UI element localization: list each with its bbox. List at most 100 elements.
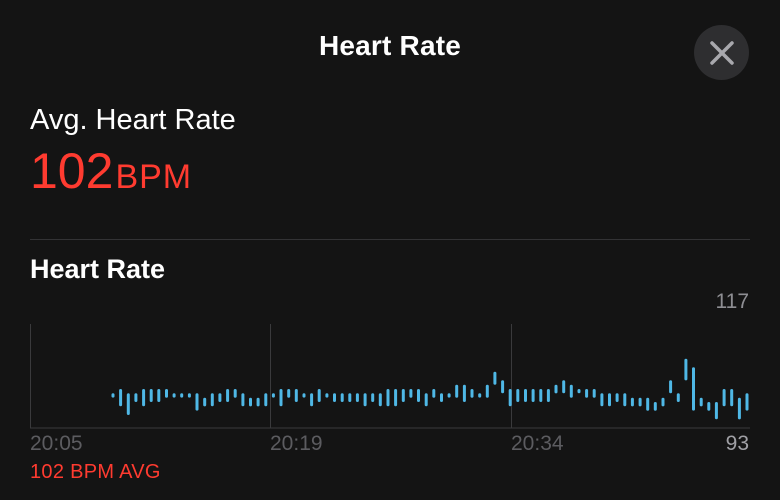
- heart-rate-bar: [340, 393, 344, 402]
- section-divider: [30, 239, 750, 240]
- heart-rate-bar: [325, 393, 329, 398]
- heart-rate-bar: [661, 397, 665, 407]
- heart-rate-bar: [585, 389, 589, 398]
- heart-rate-bar: [203, 397, 207, 407]
- heart-rate-bar: [371, 393, 375, 402]
- heart-rate-bar: [218, 393, 222, 402]
- heart-rate-bar: [745, 393, 749, 411]
- heart-rate-bar: [424, 393, 428, 407]
- heart-rate-bar: [608, 393, 611, 407]
- avg-value-number: 102: [30, 143, 114, 199]
- heart-rate-bar: [508, 389, 512, 407]
- heart-rate-bar: [348, 393, 352, 402]
- heart-rate-bar: [684, 358, 688, 381]
- heart-rate-bar: [264, 393, 268, 407]
- heart-rate-bar: [737, 397, 741, 420]
- heart-rate-bar: [409, 389, 413, 398]
- heart-rate-bar: [187, 393, 191, 398]
- heart-rate-bar: [699, 397, 703, 407]
- heart-rate-bar: [333, 393, 336, 402]
- heart-rate-bar: [462, 384, 466, 402]
- heart-rate-bar: [355, 393, 359, 402]
- heart-rate-bar: [417, 389, 420, 402]
- heart-rate-bar: [562, 380, 566, 394]
- heart-rate-bar: [432, 389, 436, 398]
- heart-rate-bar: [363, 393, 367, 407]
- heart-rate-bar: [142, 389, 146, 407]
- heart-rate-bar: [554, 384, 558, 394]
- heart-rate-bar: [714, 402, 718, 420]
- header-title: Heart Rate: [318, 30, 462, 61]
- heart-rate-bar: [226, 389, 230, 402]
- heart-rate-bar: [470, 389, 474, 398]
- avg-caption: 102 BPM AVG: [30, 461, 161, 483]
- heart-rate-bar: [447, 393, 451, 398]
- heart-rate-bar: [111, 393, 115, 398]
- heart-rate-bar: [279, 389, 283, 407]
- heart-rate-bar: [539, 389, 543, 402]
- x-tick-label: 20:19: [270, 432, 323, 455]
- heart-rate-bar: [126, 393, 130, 415]
- heart-rate-bar: [401, 389, 405, 402]
- heart-rate-bar: [302, 393, 306, 398]
- heart-rate-bar: [623, 393, 627, 407]
- heart-rate-bar: [516, 389, 520, 402]
- close-icon: [709, 40, 734, 65]
- heart-rate-bar: [134, 393, 138, 402]
- heart-rate-bar: [378, 393, 382, 407]
- heart-rate-bar: [646, 397, 650, 411]
- heart-rate-bar: [294, 389, 298, 402]
- heart-rate-bar: [493, 371, 497, 385]
- heart-rate-bar: [722, 389, 726, 407]
- heart-rate-bar: [730, 389, 734, 407]
- heart-rate-bar: [394, 389, 398, 407]
- heart-rate-bar: [592, 389, 596, 398]
- heart-rate-bar: [233, 389, 237, 398]
- heart-rate-bar: [310, 393, 314, 407]
- heart-rate-bar: [386, 389, 390, 407]
- heart-rate-bar: [119, 389, 123, 407]
- heart-rate-bar: [195, 393, 199, 411]
- heart-rate-bar: [165, 389, 168, 398]
- heart-rate-bar: [653, 402, 657, 411]
- heart-rate-bar: [440, 393, 443, 402]
- avg-heart-rate-label: Avg. Heart Rate: [30, 104, 236, 136]
- heart-rate-bar: [676, 393, 680, 402]
- heart-rate-bar: [210, 393, 214, 407]
- heart-rate-bar: [546, 389, 550, 402]
- heart-rate-bar: [524, 389, 527, 402]
- heart-rate-bar: [478, 393, 482, 398]
- close-button[interactable]: [694, 25, 749, 80]
- heart-rate-bar: [241, 393, 245, 407]
- heart-rate-bar: [149, 389, 153, 402]
- chart-section-title: Heart Rate: [30, 254, 166, 284]
- heart-rate-bar: [249, 397, 252, 407]
- heart-rate-bar: [569, 384, 573, 398]
- avg-heart-rate-value: 102BPM: [30, 142, 192, 200]
- heart-rate-bar: [630, 397, 634, 407]
- heart-rate-bar: [485, 384, 489, 398]
- heart-rate-bar: [180, 393, 184, 398]
- heart-rate-bar: [600, 393, 604, 407]
- y-min-label: 93: [726, 432, 749, 455]
- x-tick-label: 20:34: [511, 432, 564, 455]
- heart-rate-bar: [577, 389, 581, 394]
- y-max-label: 117: [716, 290, 749, 313]
- heart-rate-bar: [638, 397, 642, 407]
- heart-rate-bar: [531, 389, 535, 402]
- heart-rate-bar: [669, 380, 673, 394]
- heart-rate-bar: [256, 397, 260, 407]
- heart-rate-bar: [707, 402, 711, 411]
- heart-rate-bar: [692, 367, 695, 411]
- heart-rate-bar: [455, 384, 459, 398]
- heart-rate-bar: [271, 393, 275, 398]
- x-tick-label: 20:05: [30, 432, 83, 455]
- avg-value-unit: BPM: [115, 158, 193, 196]
- heart-rate-bar: [287, 389, 291, 398]
- heart-rate-bar: [157, 389, 161, 402]
- heart-rate-bar: [317, 389, 321, 402]
- heart-rate-bar: [172, 393, 176, 398]
- heart-rate-bar: [615, 393, 619, 402]
- heart-rate-bar: [501, 380, 505, 394]
